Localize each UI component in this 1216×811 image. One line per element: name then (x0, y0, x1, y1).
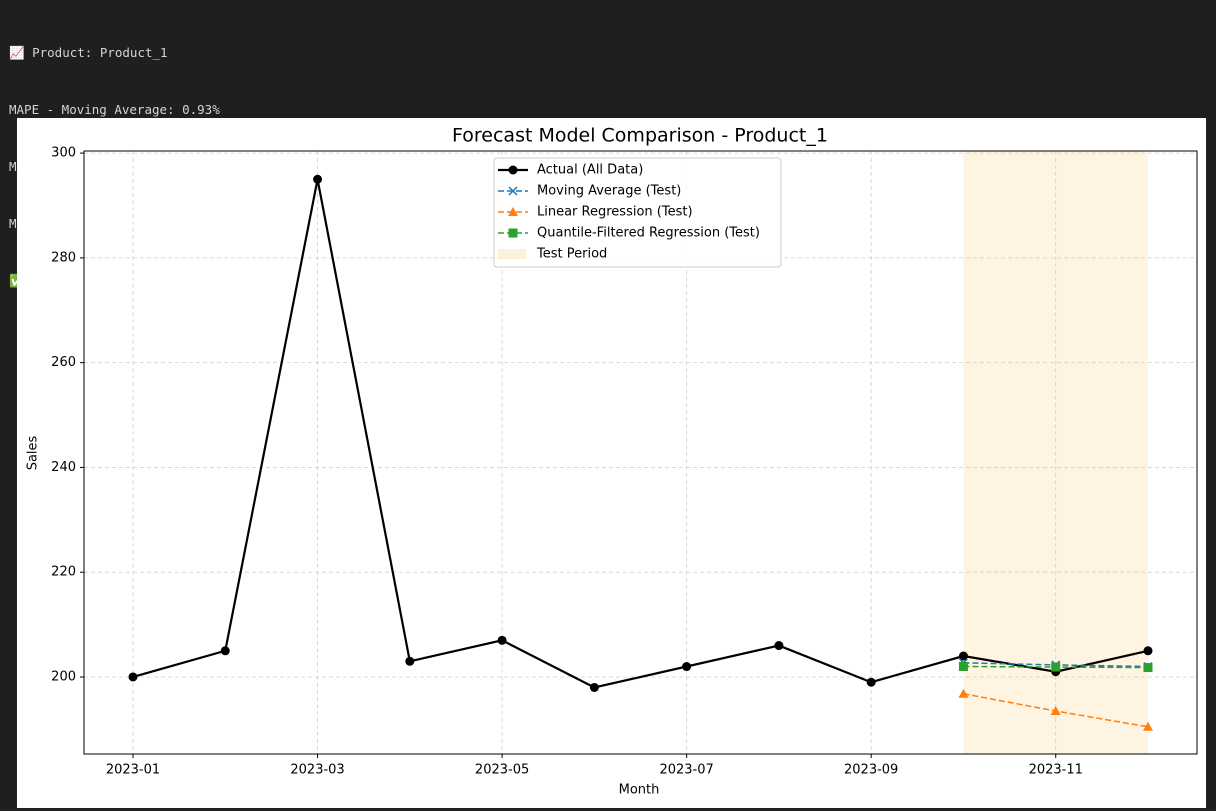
legend-label: Linear Regression (Test) (537, 205, 693, 220)
series-line (132, 179, 1149, 689)
point (589, 682, 599, 692)
point (958, 662, 968, 672)
legend-label: Quantile-Filtered Regression (Test) (537, 226, 760, 241)
y-tick-label: 260 (51, 355, 76, 370)
y-tick-label: 300 (51, 146, 76, 161)
point (774, 641, 784, 651)
x-tick-label: 2023-05 (475, 763, 529, 778)
legend-marker (508, 186, 518, 196)
point (1143, 721, 1153, 731)
x-tick-label: 2023-09 (844, 763, 898, 778)
point (1143, 663, 1153, 673)
point (1143, 646, 1153, 656)
point (958, 651, 968, 661)
legend-box (493, 157, 782, 268)
y-tick-label: 280 (51, 250, 76, 265)
console-line: MAPE - Moving Average: 0.93% (9, 102, 220, 117)
point (313, 174, 323, 184)
x-tick-label: 2023-01 (106, 763, 160, 778)
legend-swatch (498, 249, 526, 259)
point (682, 662, 692, 672)
x-axis-label: Month (619, 783, 660, 798)
point (866, 677, 876, 687)
legend-marker (508, 207, 518, 216)
legend-label: Moving Average (Test) (537, 184, 681, 199)
y-tick-label: 200 (51, 669, 76, 684)
y-tick-label: 220 (51, 565, 76, 580)
point (1050, 706, 1061, 716)
chart: Forecast Model Comparison - Product_1 Mo… (17, 118, 1206, 808)
plot-frame (83, 150, 1198, 755)
legend-label: Test Period (536, 247, 607, 262)
point (1051, 662, 1061, 672)
chart-title: Forecast Model Comparison - Product_1 (452, 125, 828, 147)
x-tick-label: 2023-03 (290, 763, 344, 778)
legend-marker (508, 165, 518, 175)
y-tick-label: 240 (51, 460, 76, 475)
console-line: 📈 Product: Product_1 (9, 45, 168, 60)
point (405, 656, 415, 666)
point (128, 672, 138, 682)
point (497, 635, 507, 645)
point (220, 646, 230, 656)
y-axis-label: Sales (26, 435, 41, 470)
x-tick-label: 2023-11 (1029, 763, 1083, 778)
legend-label: Actual (All Data) (537, 163, 643, 178)
legend-marker (508, 228, 518, 238)
x-tick-label: 2023-07 (659, 763, 713, 778)
point (958, 688, 969, 698)
